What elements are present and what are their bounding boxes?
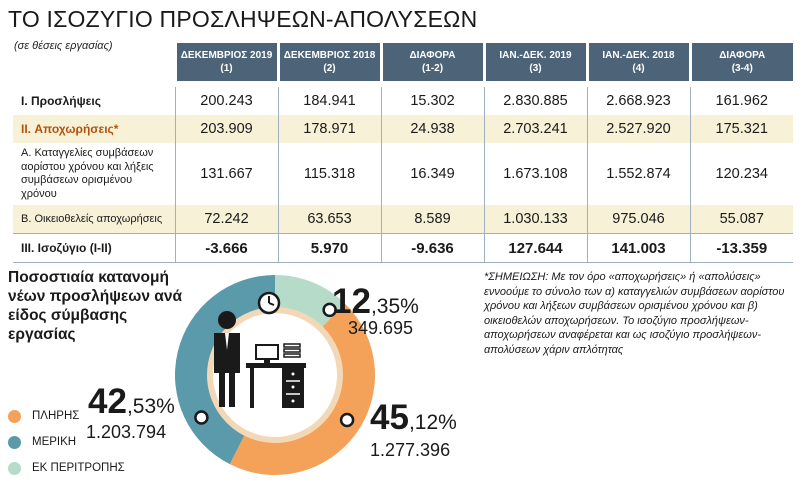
legend-item-full: ΠΛΗΡΗΣ [8, 403, 125, 429]
table-header-row: ΔΕΚΕΜΒΡΙΟΣ 2019 (1) ΔΕΚΕΜΒΡΙΟΣ 2018 (2) ΔΙ… [13, 43, 793, 84]
row-label: Α. Καταγγελίες συμβάσεων αορίστου χρόνου… [21, 147, 154, 200]
legend-swatch [8, 461, 21, 475]
table-cell: 5.970 [277, 233, 381, 263]
table-cell: 127.644 [483, 233, 587, 263]
table-cell: 2.527.920 [586, 115, 690, 143]
table-cell: 200.243 [174, 81, 278, 115]
table-cell: 1.673.108 [483, 143, 587, 205]
stats-table: ΔΕΚΕΜΒΡΙΟΣ 2019 (1) ΔΕΚΕΜΒΡΙΟΣ 2018 (2) ΔΙ… [13, 43, 793, 263]
legend-swatch [8, 435, 21, 449]
label-full-pct: 45,12% [370, 398, 457, 437]
column-header: ΔΙΑΦΟΡΑ (3-4) [688, 43, 793, 84]
table-cell: 203.909 [174, 115, 278, 143]
chart-legend: ΠΛΗΡΗΣ ΜΕΡΙΚΗ ΕΚ ΠΕΡΙΤΡΟΠΗΣ [8, 403, 125, 481]
table-cell: 72.242 [174, 205, 278, 234]
column-header: ΙΑΝ.-ΔΕΚ. 2018 (4) [585, 43, 690, 84]
table-cell: 2.703.241 [483, 115, 587, 143]
table-cell: 1.552.874 [586, 143, 690, 205]
table-cell: 8.589 [380, 205, 484, 234]
footnote: *ΣΗΜΕΙΩΣΗ: Με τον όρο «αποχωρήσεις» ή «α… [484, 271, 785, 356]
legend-item-rotation: ΕΚ ΠΕΡΙΤΡΟΠΗΣ [8, 455, 125, 481]
label-rotation-pct: 12,35% [332, 282, 419, 321]
table-cell: 131.667 [174, 143, 278, 205]
marker-full [339, 412, 355, 428]
table-row-dismissals: Α. Καταγγελίες συμβάσεων αορίστου χρόνου… [13, 143, 793, 205]
chart-title: Ποσοστιαία κατανομή νέων προσλήψεων ανά … [8, 269, 182, 343]
table-cell: 120.234 [689, 143, 793, 205]
row-label: II. Αποχωρήσεις* [13, 115, 175, 143]
legend-label: ΜΕΡΙΚΗ [32, 436, 77, 448]
slice-markers [194, 302, 355, 428]
table-row-voluntary: Β. Οικειοθελείς αποχωρήσεις 72.242 63.65… [13, 205, 793, 234]
desk-icon [246, 343, 306, 408]
label-rotation-count: 349.695 [348, 318, 414, 338]
table-cell: 178.971 [277, 115, 381, 143]
table-cell: -13.359 [689, 233, 793, 263]
row-label: Β. Οικειοθελείς αποχωρήσεις [13, 205, 175, 234]
row-label: I. Προσλήψεις [13, 81, 175, 115]
header-blank [13, 43, 175, 84]
clock-icon [257, 291, 281, 315]
table-cell: 161.962 [689, 81, 793, 115]
marker-part [194, 410, 209, 425]
table-row-hires: I. Προσλήψεις 200.243 184.941 15.302 2.8… [13, 81, 793, 115]
table-cell: -9.636 [380, 233, 484, 263]
label-part-count: 1.203.794 [86, 422, 167, 442]
label-full-count: 1.277.396 [370, 440, 451, 460]
table-cell: 16.349 [380, 143, 484, 205]
marker-rotation [322, 302, 337, 318]
label-part-pct: 42,53% [88, 382, 175, 421]
legend-item-part: ΜΕΡΙΚΗ [8, 429, 125, 455]
column-header: ΔΕΚΕΜΒΡΙΟΣ 2019 (1) [173, 43, 278, 84]
row-label: III. Ισοζύγιο (I-II) [13, 233, 175, 263]
page-title: ΤΟ ΙΣΟΖΥΓΙΟ ΠΡΟΣΛΗΨΕΩΝ-ΑΠΟΛΥΣΕΩΝ [8, 6, 478, 32]
table-cell: 55.087 [689, 205, 793, 234]
legend-swatch [8, 409, 21, 423]
table-row-departures: II. Αποχωρήσεις* 203.909 178.971 24.938 … [13, 115, 793, 143]
table-cell: 175.321 [689, 115, 793, 143]
office-worker-icon [214, 311, 240, 407]
donut-chart [175, 275, 375, 475]
column-header: ΙΑΝ.-ΔΕΚ. 2019 (3) [482, 43, 587, 84]
column-header: ΔΙΑΦΟΡΑ (1-2) [379, 43, 484, 84]
donut-center [216, 316, 334, 434]
table-cell: 2.668.923 [586, 81, 690, 115]
legend-label: ΕΚ ΠΕΡΙΤΡΟΠΗΣ [32, 462, 125, 474]
table-cell: 63.653 [277, 205, 381, 234]
table-cell: 15.302 [380, 81, 484, 115]
table-cell: 115.318 [277, 143, 381, 205]
table-cell: 975.046 [586, 205, 690, 234]
table-cell: 184.941 [277, 81, 381, 115]
legend-label: ΠΛΗΡΗΣ [32, 410, 80, 422]
table-subtitle: (σε θέσεις εργασίας) [14, 40, 113, 52]
table-cell: -3.666 [174, 233, 278, 263]
table-cell: 2.830.885 [483, 81, 587, 115]
table-cell: 141.003 [586, 233, 690, 263]
slice-full [229, 303, 375, 475]
table-cell: 1.030.133 [483, 205, 587, 234]
table-row-balance: III. Ισοζύγιο (I-II) -3.666 5.970 -9.636… [13, 233, 793, 263]
table-cell: 24.938 [380, 115, 484, 143]
column-header: ΔΕΚΕΜΒΡΙΟΣ 2018 (2) [276, 43, 381, 84]
